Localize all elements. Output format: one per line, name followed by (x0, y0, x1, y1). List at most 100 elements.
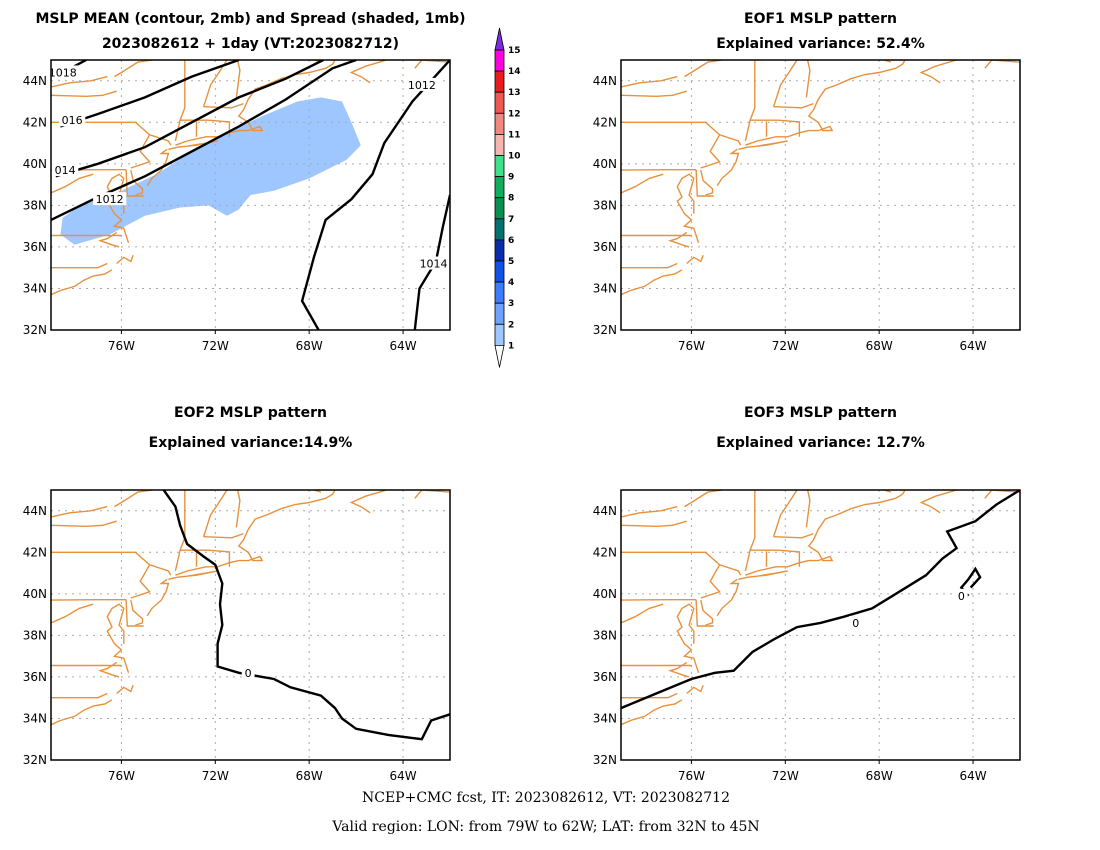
colorbar-segment (494, 239, 505, 262)
coastline (805, 60, 811, 98)
coastline (919, 60, 957, 84)
panel-title-line: 2023082612 + 1day (VT:2023082712) (102, 36, 399, 52)
coastline (130, 134, 151, 169)
coastline (772, 60, 798, 107)
coastline (125, 599, 144, 627)
coastline (349, 490, 387, 514)
coastline (203, 102, 244, 109)
coastline (772, 490, 798, 537)
coastline (51, 269, 113, 296)
coastline (621, 603, 664, 624)
colorbar-segment (494, 281, 505, 304)
coastline (51, 121, 172, 146)
coastline (51, 505, 108, 518)
colorbar-label: 7 (508, 215, 514, 225)
lat-tick-label: 36N (23, 240, 47, 254)
lat-tick-label: 38N (23, 628, 47, 642)
contour-label-bg (51, 163, 79, 177)
coastline (116, 684, 134, 695)
lon-tick-label: 72W (202, 339, 229, 353)
lon-tick-label: 76W (108, 769, 135, 783)
panel-title-line: EOF2 MSLP pattern (174, 405, 327, 421)
coastline (621, 699, 683, 726)
coastline (621, 262, 678, 269)
coastline (414, 490, 450, 499)
panel-title-line: Explained variance: 52.4% (716, 36, 925, 52)
colorbar-segment (494, 133, 505, 156)
contour-label: 0 (958, 590, 965, 603)
lat-tick-label: 40N (593, 587, 617, 601)
contour-label: 1018 (49, 66, 77, 79)
coastline (51, 75, 108, 88)
contour-label: 1012 (408, 79, 436, 92)
panel-title-line: Explained variance:14.9% (149, 435, 353, 451)
coastline (695, 599, 714, 627)
lat-tick-label: 42N (23, 115, 47, 129)
contour-label-bg (241, 665, 255, 679)
coastline (621, 173, 664, 194)
coastline (414, 60, 450, 69)
coastline (174, 490, 186, 572)
panel-title-line: EOF1 MSLP pattern (744, 11, 897, 27)
coastline (686, 684, 704, 695)
lon-tick-label: 68W (296, 769, 323, 783)
lon-tick-label: 72W (202, 769, 229, 783)
contour-label-bg (58, 113, 86, 127)
colorbar-label: 8 (508, 194, 514, 204)
colorbar-label: 10 (508, 152, 521, 162)
colorbar-label: 13 (508, 88, 521, 98)
colorbar-segment (494, 197, 505, 220)
coastline (51, 520, 117, 528)
coastline (130, 599, 144, 626)
lon-tick-label: 64W (389, 769, 416, 783)
coastline (686, 254, 704, 265)
coastline (745, 490, 906, 576)
map-frame (50, 489, 451, 761)
lat-tick-label: 34N (593, 711, 617, 725)
panel-title-line: EOF3 MSLP pattern (744, 405, 897, 421)
lon-tick-label: 76W (108, 339, 135, 353)
colorbar-label: 4 (508, 278, 514, 288)
coastline (621, 692, 678, 699)
coastline (716, 578, 740, 617)
coastline (114, 490, 153, 508)
coastline (235, 490, 241, 528)
colorbar-label: 2 (508, 320, 514, 330)
coastline (51, 603, 94, 624)
lat-tick-label: 38N (593, 628, 617, 642)
contour-label: 1014 (420, 258, 448, 271)
colorbar-label: 15 (508, 46, 521, 56)
coastline (700, 134, 721, 169)
map-area: 0 (51, 490, 450, 760)
colorbar-segment (494, 302, 505, 325)
coastline (984, 60, 1020, 69)
lat-tick-label: 32N (593, 323, 617, 337)
coastline (750, 549, 801, 567)
contour-label-bg (51, 65, 80, 79)
lat-tick-label: 40N (593, 157, 617, 171)
coastline (146, 578, 170, 617)
colorbar-top-arrow (494, 27, 505, 51)
contour-label-bg (93, 192, 127, 206)
colorbar-label: 1 (508, 341, 514, 351)
lat-tick-label: 40N (23, 157, 47, 171)
mslp-contour (60, 60, 240, 128)
mslp-contour (300, 60, 450, 330)
lat-tick-label: 44N (23, 504, 47, 518)
panel-title-line: MSLP MEAN (contour, 2mb) and Spread (sha… (36, 11, 466, 27)
coastline (745, 60, 906, 146)
coastline (919, 490, 957, 514)
contour-label: 016 (62, 114, 83, 127)
colorbar-segment (494, 260, 505, 283)
lon-tick-label: 68W (296, 339, 323, 353)
coastline (235, 60, 241, 98)
contour-label: 014 (55, 164, 76, 177)
mslp-contour (55, 60, 324, 178)
footer-line-1: NCEP+CMC fcst, IT: 2023082612, VT: 20230… (362, 790, 730, 806)
colorbar-segment (494, 218, 505, 241)
panel-title-line: Explained variance: 12.7% (716, 435, 925, 451)
coastline (676, 603, 700, 674)
coastline (106, 603, 130, 674)
coastline (51, 551, 172, 576)
